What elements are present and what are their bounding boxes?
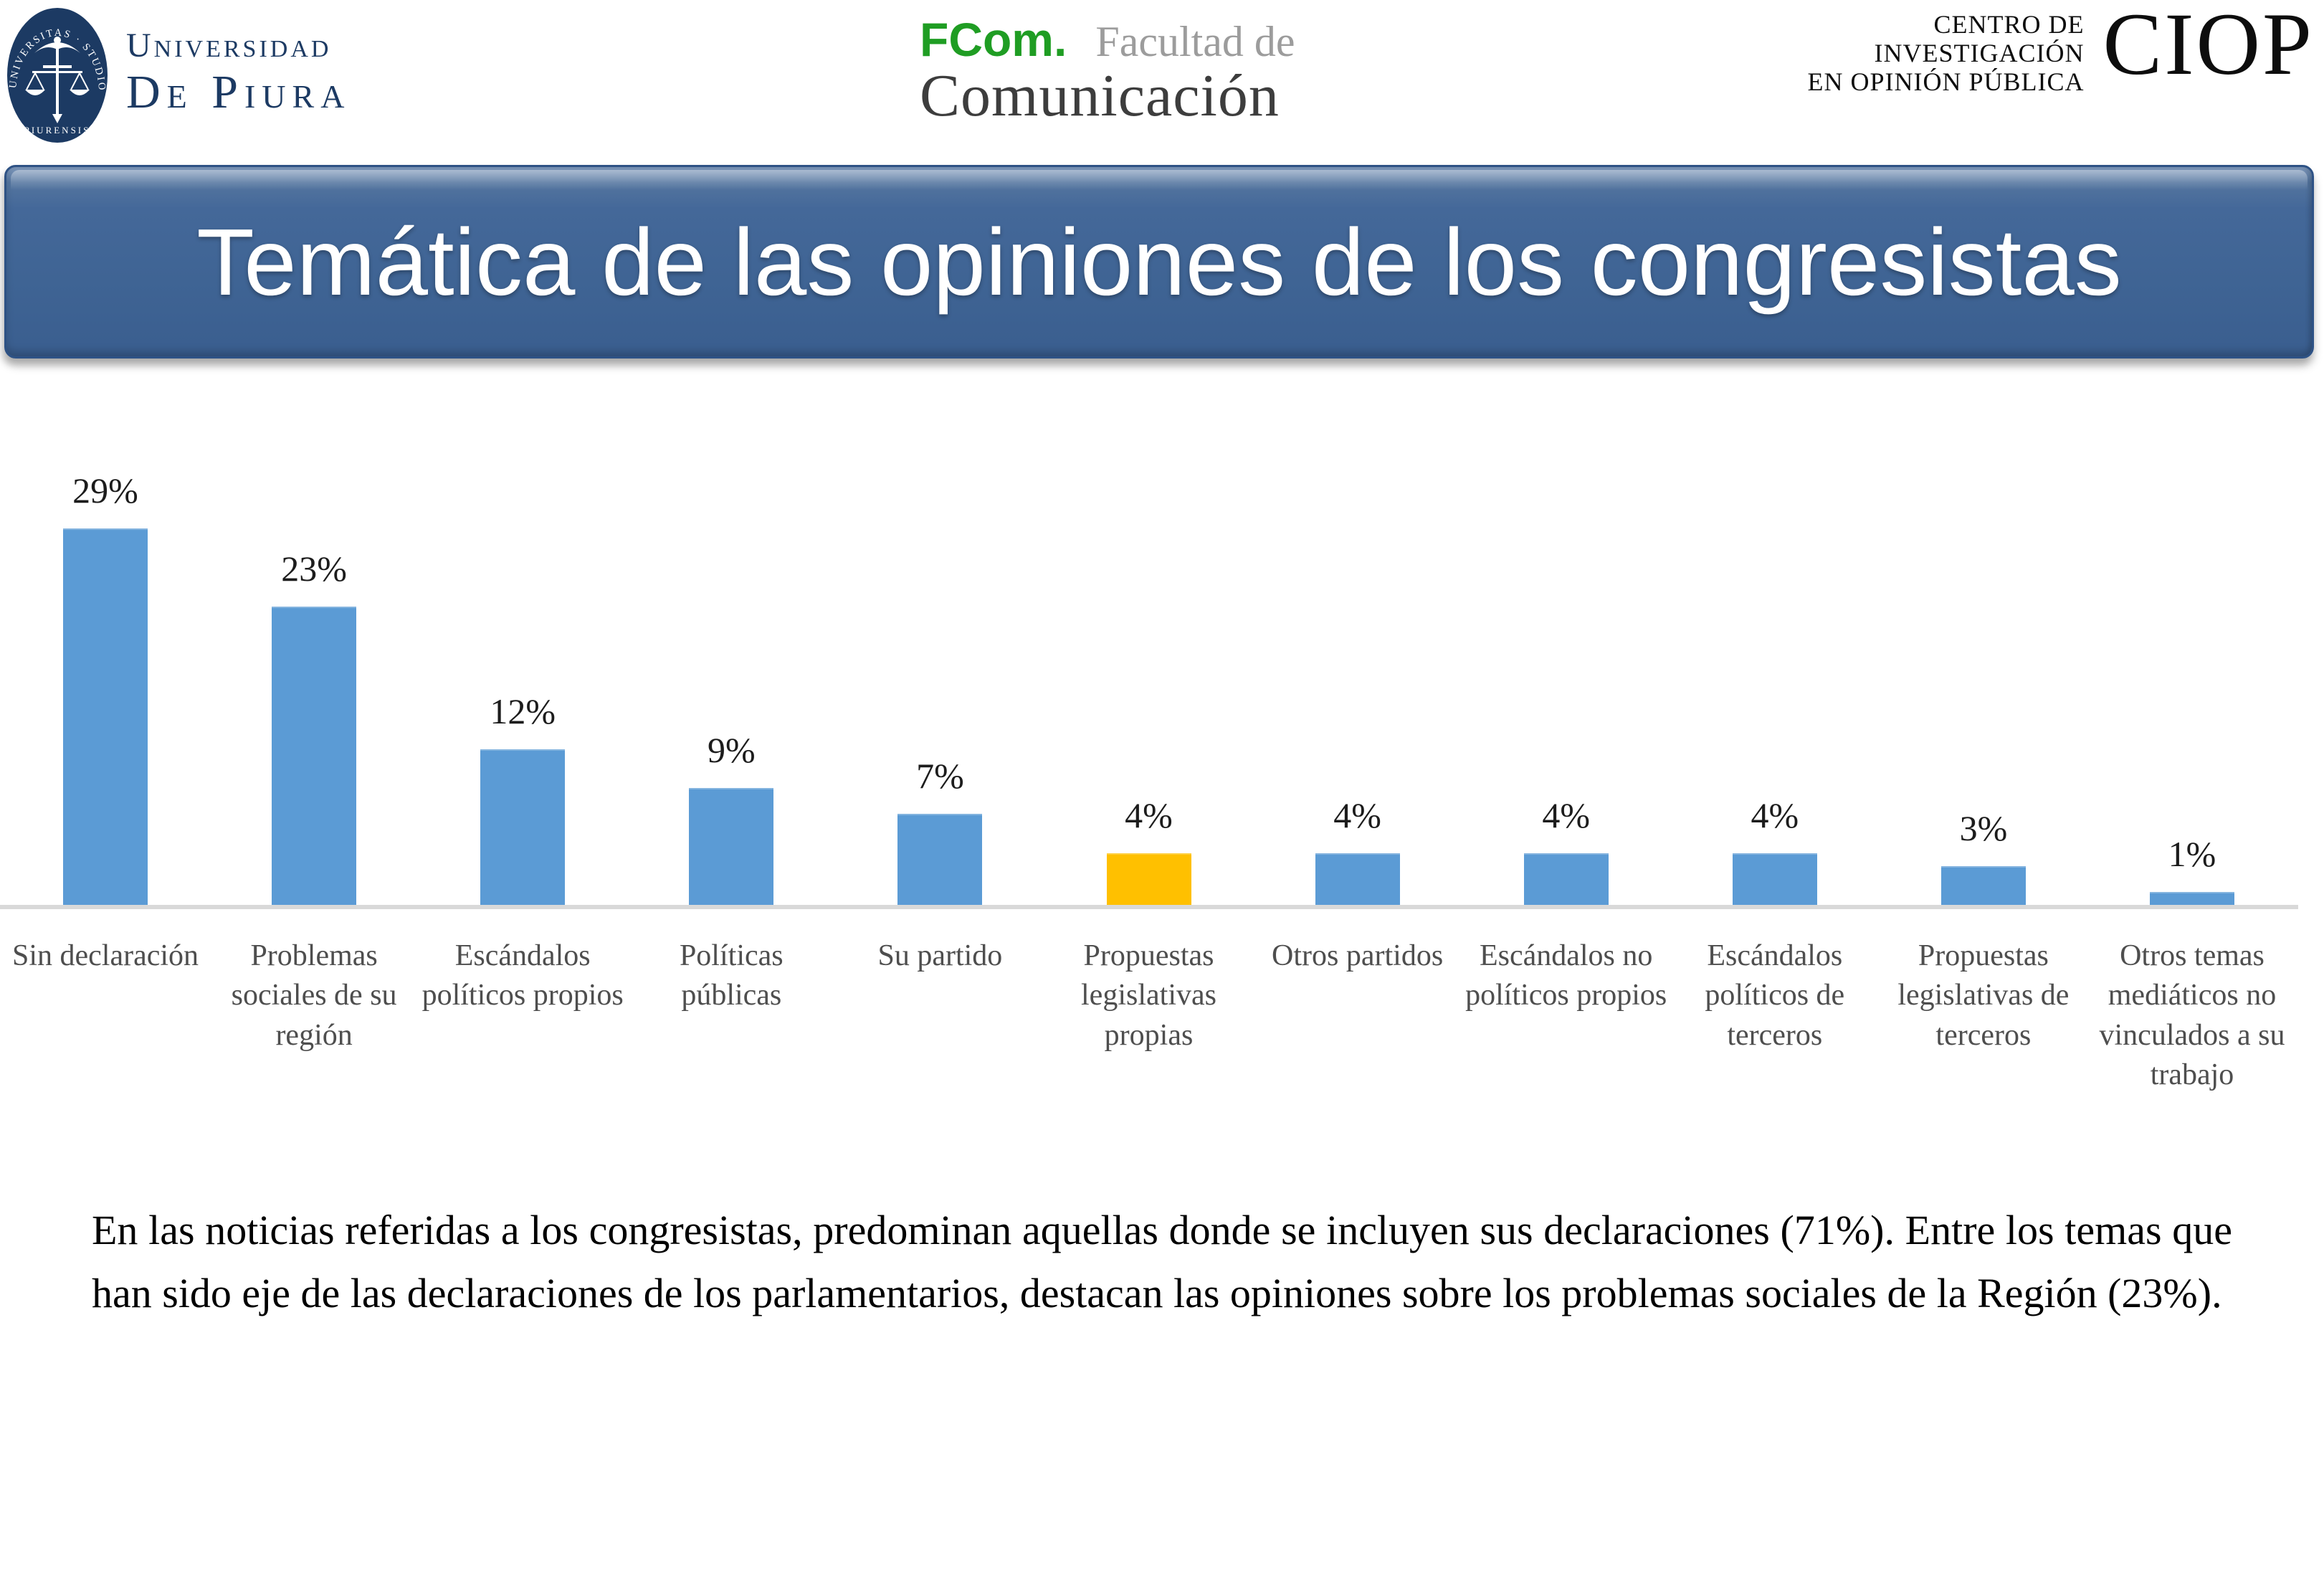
ciop-abbr: CIOP <box>2102 0 2314 93</box>
bar-value-label: 7% <box>916 756 964 796</box>
bar-value-label: 4% <box>1751 795 1799 835</box>
header: UNIVERSITAS · STUDIORUM PIURENSIS Univer… <box>0 0 2324 163</box>
udep-emblem-bottom-text: PIURENSIS <box>24 125 91 136</box>
ciop-name-line1: CENTRO DE <box>1933 10 2085 39</box>
bar <box>1315 853 1400 905</box>
bar <box>1106 853 1191 905</box>
bar-value-label: 12% <box>490 691 556 731</box>
bar-category-label: Escándalos no políticos propios <box>1465 939 1667 1012</box>
bar-category-label: Escándalos políticos de terceros <box>1705 939 1845 1052</box>
bar-value-label: 3% <box>1959 808 2008 848</box>
bar <box>480 749 566 905</box>
ciop-name: CENTRO DE INVESTIGACIÓN EN OPINIÓN PÚBLI… <box>1807 10 2084 96</box>
udep-emblem-motif <box>25 37 90 123</box>
x-axis-line <box>0 905 2298 909</box>
bar <box>1940 866 2026 905</box>
bar-category-label: Otros temas mediáticos no vinculados a s… <box>2099 939 2285 1092</box>
bar <box>1523 853 1609 905</box>
bar-category-label: Escándalos políticos propios <box>422 939 624 1012</box>
bar <box>2150 892 2234 905</box>
ciop-logo: CENTRO DE INVESTIGACIÓN EN OPINIÓN PÚBLI… <box>1807 0 2314 96</box>
udep-wordmark-line2: De Piura <box>126 66 351 118</box>
bar <box>272 607 357 905</box>
bar-category-label: Su partido <box>877 939 1003 972</box>
title-banner: Temática de las opiniones de los congres… <box>4 165 2314 359</box>
udep-wordmark: Universidad De Piura <box>126 29 351 116</box>
bar-category-label: Políticas públicas <box>679 939 784 1012</box>
bar <box>63 528 148 905</box>
summary-paragraph: En las noticias referidas a los congresi… <box>92 1207 2232 1317</box>
bar <box>1732 853 1817 905</box>
bar-value-label: 23% <box>281 549 347 589</box>
bar-category-label: Otros partidos <box>1272 939 1444 972</box>
bar-value-label: 4% <box>1542 795 1591 835</box>
bar-category-label: Sin declaración <box>11 939 199 972</box>
page-title: Temática de las opiniones de los congres… <box>196 209 2122 315</box>
udep-wordmark-line1: Universidad <box>126 27 332 65</box>
bar-value-label: 29% <box>72 470 138 511</box>
bar-value-label: 4% <box>1125 795 1173 835</box>
fcom-name: Comunicación <box>920 62 1280 129</box>
bar <box>897 814 983 905</box>
bar-category-label: Problemas sociales de su región <box>231 939 397 1052</box>
bar-value-label: 1% <box>2168 834 2216 874</box>
fcom-abbr: FCom. <box>920 13 1067 66</box>
ciop-name-line3: EN OPINIÓN PÚBLICA <box>1807 67 2085 96</box>
fcom-tagline: Facultad de <box>1095 18 1295 65</box>
bar <box>689 788 774 905</box>
bar-category-label: Propuestas legislativas propias <box>1081 939 1216 1052</box>
udep-emblem-icon: UNIVERSITAS · STUDIORUM PIURENSIS <box>3 4 108 143</box>
bar-value-label: 9% <box>707 730 756 770</box>
ciop-name-line2: INVESTIGACIÓN <box>1874 39 2085 67</box>
bar-category-label: Propuestas legislativas de terceros <box>1897 939 2070 1052</box>
fcom-logo: FCom. Facultad de Comunicación <box>920 16 1295 126</box>
bar-value-label: 4% <box>1333 795 1381 835</box>
